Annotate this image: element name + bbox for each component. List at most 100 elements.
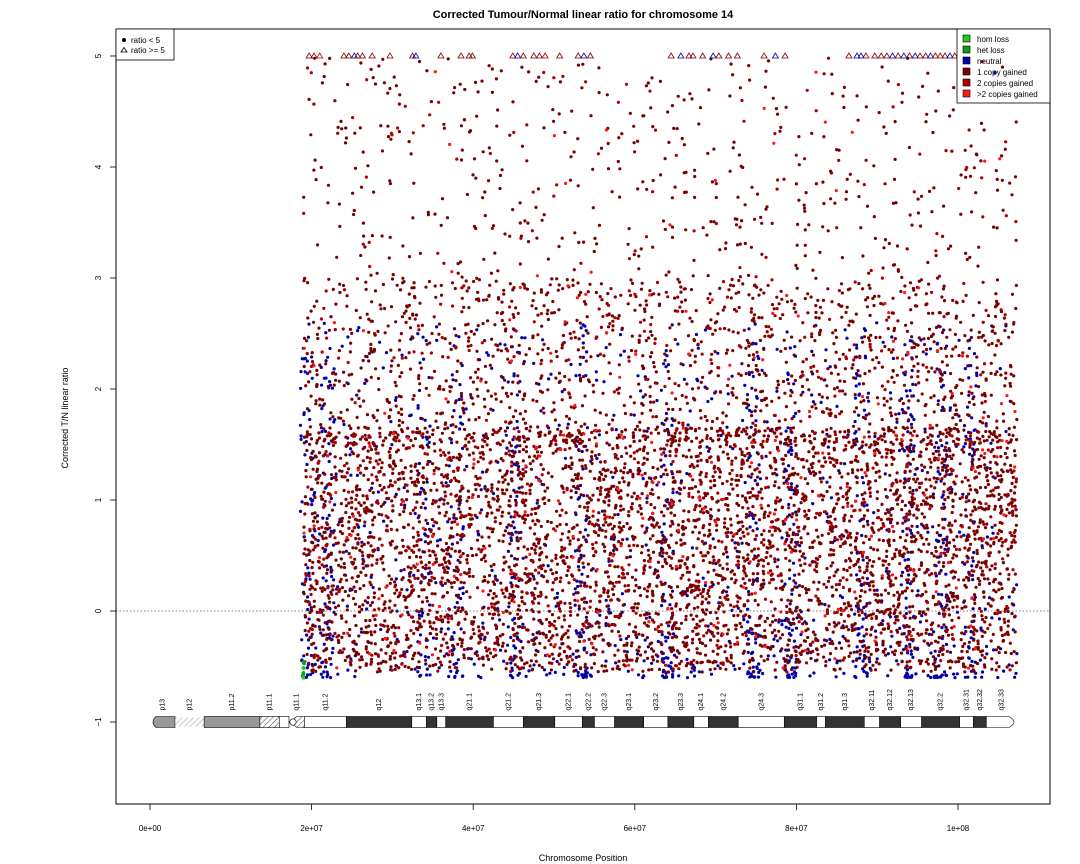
data-point-neutral — [329, 496, 333, 501]
data-point-neutral — [611, 475, 615, 479]
data-point-gained — [741, 165, 745, 170]
data-point-gained — [969, 518, 973, 522]
data-point-neutral — [811, 400, 816, 404]
data-point-gained — [1012, 402, 1016, 406]
data-point-neutral — [578, 483, 583, 488]
data-point-gained — [910, 495, 914, 499]
data-point-gained — [361, 603, 365, 607]
data-point-gained — [976, 264, 980, 268]
data-point-neutral — [686, 423, 690, 427]
data-point-gained — [943, 459, 947, 463]
data-point-gained — [645, 457, 650, 461]
data-point-gained — [393, 580, 397, 584]
data-point-gained — [808, 545, 812, 550]
data-point-neutral — [961, 492, 965, 496]
data-point-gained — [866, 650, 870, 654]
data-point-gained — [476, 367, 480, 371]
data-point-gained — [319, 165, 323, 170]
data-point-gained — [785, 531, 789, 535]
data-point-gained — [751, 582, 755, 587]
data-point-neutral — [903, 343, 907, 347]
data-point-gained — [922, 639, 926, 643]
data-point-neutral — [575, 579, 579, 583]
data-point-neutral — [604, 598, 608, 602]
data-point-neutral — [612, 413, 616, 417]
data-point-gained — [839, 410, 844, 414]
data-point-neutral — [418, 361, 422, 365]
data-point-gained — [375, 558, 379, 562]
data-point-neutral — [469, 657, 473, 661]
data-point-neutral — [749, 425, 753, 429]
data-point-gained — [446, 548, 450, 552]
data-point-gained — [803, 509, 807, 513]
data-point-neutral — [476, 674, 481, 678]
data-point-gained — [662, 472, 666, 476]
data-point-gained — [876, 508, 880, 513]
data-point-gained — [429, 540, 433, 544]
data-point-gained — [849, 551, 854, 555]
data-point-gained — [434, 636, 439, 641]
data-point-gained — [569, 495, 573, 500]
data-point-gained — [1013, 534, 1017, 538]
data-point-gained — [401, 276, 405, 280]
data-point-gained — [746, 364, 751, 368]
data-point-gained — [312, 102, 316, 106]
data-point-gained — [469, 517, 473, 521]
data-point-neutral — [936, 434, 940, 438]
data-point-gained — [786, 437, 790, 441]
data-point-gained — [431, 432, 435, 437]
data-point-gained — [976, 642, 980, 646]
data-point-gained — [416, 480, 420, 484]
data-point-gained — [585, 618, 589, 623]
data-point-gained — [984, 424, 988, 428]
data-point-gained — [585, 540, 589, 544]
data-point-neutral — [476, 532, 480, 536]
data-point-neutral — [555, 591, 560, 595]
data-point-neutral — [425, 667, 429, 671]
data-point-neutral — [861, 617, 865, 621]
data-point-gained — [529, 425, 533, 429]
data-point-neutral — [890, 335, 894, 339]
data-point-gained — [654, 427, 658, 432]
data-point-gained — [838, 659, 842, 663]
data-point-gained — [645, 500, 649, 504]
data-point-gained — [619, 489, 623, 493]
data-point-gained — [384, 660, 388, 664]
data-point-gained — [690, 387, 695, 391]
data-point-gained — [820, 644, 824, 649]
data-point-gained — [313, 515, 317, 520]
data-point-neutral — [963, 675, 968, 679]
data-point-gained — [525, 287, 530, 291]
data-point-gained — [643, 650, 648, 654]
data-point-gained — [750, 185, 754, 189]
data-point-gained — [634, 568, 638, 572]
data-point-gained — [1014, 480, 1018, 484]
data-point-gained — [898, 640, 902, 644]
data-point-gained — [793, 378, 798, 383]
data-point-gained — [431, 663, 435, 668]
data-point-gained — [352, 639, 356, 643]
data-point-gained — [753, 513, 757, 517]
data-point-gained — [933, 486, 937, 490]
data-point-neutral — [903, 373, 907, 377]
data-point-gained — [474, 297, 479, 301]
data-point-gained — [501, 622, 505, 626]
data-point-gained — [704, 597, 708, 601]
data-point-gained — [894, 201, 898, 205]
data-point-gained — [354, 308, 358, 313]
data-point-neutral — [860, 625, 864, 629]
data-point-gained — [568, 542, 572, 546]
data-point-gained — [546, 486, 550, 490]
data-point-gained — [892, 593, 896, 597]
data-point-gained — [552, 408, 556, 412]
data-point-gained — [533, 586, 537, 591]
data-point-gained — [691, 495, 695, 499]
data-point-neutral — [646, 645, 650, 649]
data-point-gained — [677, 421, 681, 425]
data-point-gained — [631, 472, 635, 476]
data-point-gained — [517, 343, 521, 347]
data-point-gained — [850, 445, 854, 449]
data-point-gained — [331, 531, 335, 535]
data-point-gained — [348, 627, 352, 632]
data-point-gained — [623, 584, 627, 588]
